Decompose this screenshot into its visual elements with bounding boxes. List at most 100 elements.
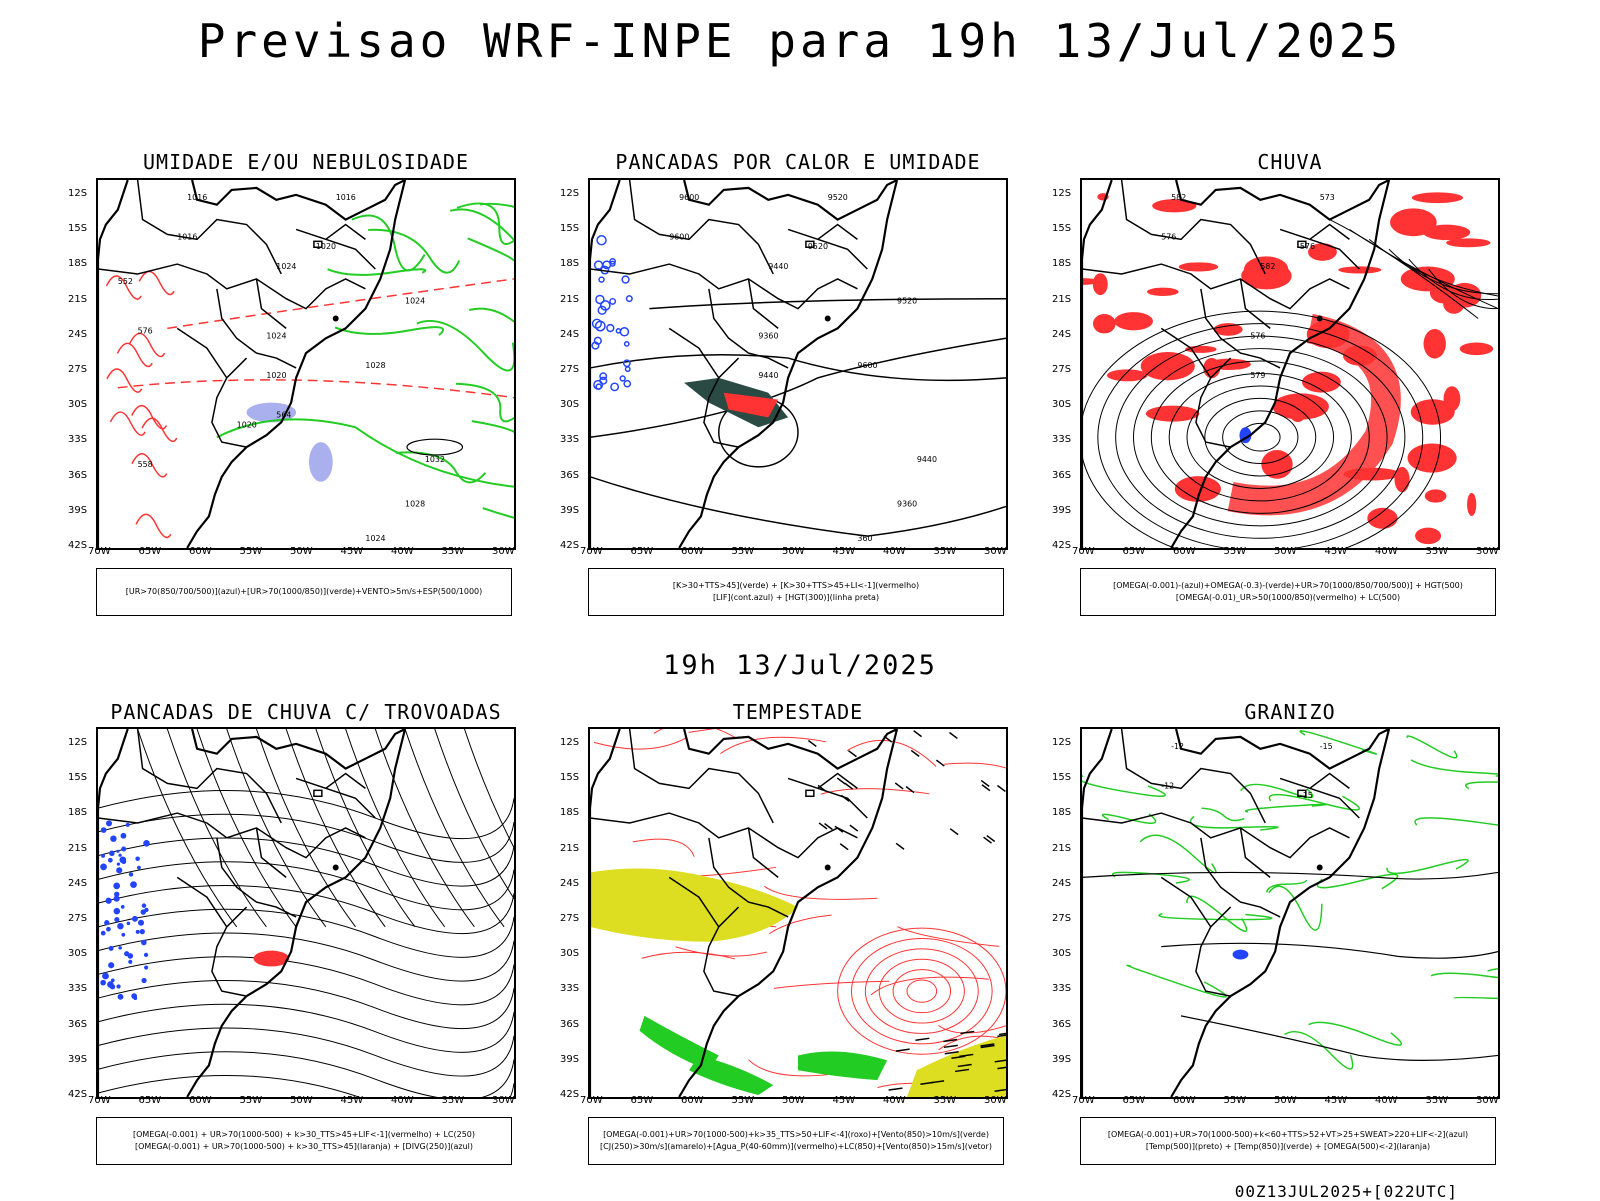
latitude-label: 24S bbox=[1052, 328, 1072, 340]
latitude-label: 30S bbox=[68, 399, 88, 411]
latitude-label: 18S bbox=[1052, 258, 1072, 270]
longitude-label: 60W bbox=[681, 1095, 704, 1106]
contour-label: 1020 bbox=[237, 420, 257, 429]
contour-label: 9520 bbox=[897, 297, 917, 306]
latitude-label: 15S bbox=[68, 772, 88, 784]
legend-line: [UR>70(850/700/500)](azul)+[UR>70(1000/8… bbox=[125, 587, 483, 596]
longitude-label: 60W bbox=[189, 1095, 212, 1106]
latitude-label: 42S bbox=[1052, 1089, 1072, 1100]
longitude-label: 60W bbox=[681, 546, 704, 557]
latitude-label: 36S bbox=[68, 469, 88, 481]
contour-label: 360 bbox=[857, 534, 872, 543]
longitude-label: 30W bbox=[492, 1095, 515, 1106]
longitude-label: 70W bbox=[580, 546, 603, 557]
legend-box: [K>30+TTS>45](verde) + [K>30+TTS>45+LI<-… bbox=[588, 568, 1004, 616]
latitude-label: 27S bbox=[560, 364, 580, 375]
longitude-label: 30W bbox=[492, 546, 515, 557]
contour-label: 9520 bbox=[808, 242, 828, 251]
latitude-label: 12S bbox=[560, 737, 580, 748]
longitude-label: 50W bbox=[290, 1095, 313, 1106]
latitude-label: 36S bbox=[68, 1018, 88, 1030]
contour-label: 9520 bbox=[828, 193, 848, 202]
latitude-label: 33S bbox=[68, 983, 88, 995]
longitude-label: 30W bbox=[1476, 1095, 1499, 1106]
contour-label: 1032 bbox=[425, 455, 445, 464]
latitude-label: 36S bbox=[1052, 469, 1072, 481]
legend-line: [OMEGA(-0.001)+UR>70(1000-500)+k<60+TTS>… bbox=[1107, 1130, 1469, 1139]
latitude-label: 15S bbox=[1052, 772, 1072, 784]
longitude-label: 55W bbox=[1223, 1095, 1247, 1106]
latitude-label: 15S bbox=[560, 223, 580, 235]
latitude-label: 27S bbox=[68, 913, 88, 924]
legend-line: [LIF](cont.azul) + [HGT(300)](linha pret… bbox=[712, 593, 880, 602]
longitude-label: 55W bbox=[731, 1095, 755, 1106]
contour-label: 1016 bbox=[187, 193, 207, 202]
longitude-label: 35W bbox=[441, 1095, 465, 1106]
contour-label: 1024 bbox=[276, 262, 296, 271]
latitude-label: 24S bbox=[68, 328, 88, 340]
latitude-label: 21S bbox=[1052, 293, 1072, 305]
latitude-label: 36S bbox=[560, 1018, 580, 1030]
longitude-label: 40W bbox=[1375, 546, 1398, 557]
latitude-label: 12S bbox=[560, 188, 580, 199]
longitude-label: 70W bbox=[88, 1095, 111, 1106]
longitude-label: 40W bbox=[391, 1095, 414, 1106]
latitude-label: 12S bbox=[68, 188, 88, 199]
latitude-label: 12S bbox=[1052, 737, 1072, 748]
contour-label: 1024 bbox=[266, 331, 286, 340]
forecast-map bbox=[588, 727, 1008, 1099]
panel-title: PANCADAS POR CALOR E UMIDADE bbox=[615, 150, 981, 174]
forecast-time-title: 19h 13/Jul/2025 bbox=[663, 650, 937, 681]
latitude-label: 21S bbox=[68, 842, 88, 854]
longitude-label: 30W bbox=[984, 546, 1007, 557]
latitude-label: 39S bbox=[1052, 1053, 1072, 1065]
latitude-label: 21S bbox=[68, 293, 88, 305]
longitude-label: 35W bbox=[1425, 546, 1449, 557]
contour-label: -15 bbox=[1320, 742, 1333, 751]
longitude-label: 65W bbox=[138, 1095, 162, 1106]
latitude-label: 27S bbox=[68, 364, 88, 375]
longitude-label: 70W bbox=[580, 1095, 603, 1106]
latitude-label: 24S bbox=[68, 877, 88, 889]
longitude-label: 45W bbox=[1324, 546, 1348, 557]
contour-label: -15 bbox=[1300, 791, 1313, 800]
latitude-label: 27S bbox=[1052, 364, 1072, 375]
latitude-label: 33S bbox=[560, 434, 580, 446]
latitude-label: 18S bbox=[68, 258, 88, 270]
forecast-map: 1016 1016 1016 1020 1024 1024 1020 1028 1024 1032… bbox=[96, 178, 516, 550]
latitude-label: 24S bbox=[560, 328, 580, 340]
contour-label: 576 bbox=[138, 326, 153, 335]
forecast-map: 582 576 573 576 582 576 579 bbox=[1080, 178, 1500, 550]
contour-label: -12 bbox=[1171, 742, 1184, 751]
forecast-map: -12 -12 -15 -15 bbox=[1080, 727, 1500, 1099]
latitude-label: 24S bbox=[560, 877, 580, 889]
contour-label: 1028 bbox=[405, 499, 425, 508]
longitude-label: 50W bbox=[1274, 1095, 1297, 1106]
contour-label: 9600 bbox=[679, 193, 699, 202]
contour-label: 1020 bbox=[266, 371, 286, 380]
latitude-label: 21S bbox=[560, 293, 580, 305]
legend-box: [OMEGA(-0.001)+UR>70(1000-500)+k>35_TTS>… bbox=[588, 1117, 1004, 1165]
longitude-label: 35W bbox=[1425, 1095, 1449, 1106]
longitude-label: 65W bbox=[1122, 546, 1146, 557]
longitude-label: 30W bbox=[984, 1095, 1007, 1106]
contour-label: 9600 bbox=[669, 232, 689, 241]
longitude-label: 70W bbox=[1072, 1095, 1095, 1106]
legend-box: [UR>70(850/700/500)](azul)+[UR>70(1000/8… bbox=[96, 568, 512, 616]
latitude-label: 39S bbox=[68, 504, 88, 516]
latitude-label: 18S bbox=[1052, 807, 1072, 819]
contour-label: 1024 bbox=[405, 297, 425, 306]
contour-label: 576 bbox=[1300, 242, 1315, 251]
latitude-label: 42S bbox=[68, 540, 88, 551]
longitude-label: 45W bbox=[340, 546, 364, 557]
longitude-label: 70W bbox=[1072, 546, 1095, 557]
contour-label: 1016 bbox=[336, 193, 356, 202]
longitude-label: 50W bbox=[782, 1095, 805, 1106]
latitude-label: 39S bbox=[560, 504, 580, 516]
longitude-label: 65W bbox=[630, 1095, 654, 1106]
legend-line: [OMEGA(-0.01)_UR>50(1000/850)(vermelho) … bbox=[1175, 593, 1401, 602]
latitude-label: 15S bbox=[68, 223, 88, 235]
contour-label: -12 bbox=[1161, 781, 1174, 790]
latitude-label: 24S bbox=[1052, 877, 1072, 889]
longitude-label: 70W bbox=[88, 546, 111, 557]
